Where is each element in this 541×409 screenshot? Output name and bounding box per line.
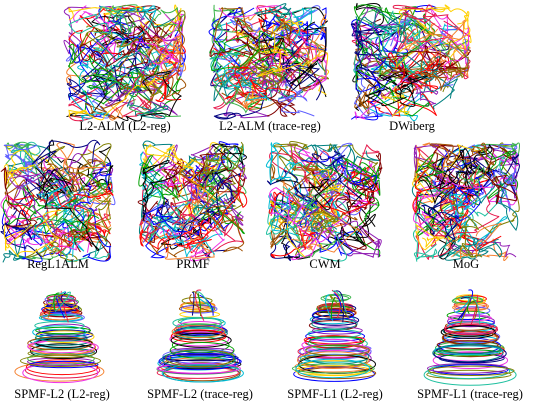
panel: DWiberg [351,3,471,133]
panel: SPMF-L1 (L2-reg) [287,290,382,401]
trajectory-plot [412,143,519,261]
trajectory-plot [292,290,375,381]
trajectory-plot [266,142,382,262]
trajectory-plot [138,141,247,261]
trajectory-plot [64,5,186,121]
panel-caption: PRMF [176,257,209,271]
panel: SPMF-L1 (trace-reg) [417,290,523,401]
panel: SPMF-L2 (L2-reg) [14,291,109,401]
panel: CWM [266,142,382,272]
trajectory-plot [209,4,329,119]
panel-caption: SPMF-L1 (L2-reg) [287,387,382,401]
panel: MoG [412,143,519,271]
panel-caption: L2-ALM (L2-reg) [79,119,170,133]
panel-caption: RegL1ALM [27,257,89,271]
trajectory-plot [424,290,516,385]
panel-caption: MoG [453,257,479,271]
panel: L2-ALM (trace-reg) [209,4,329,133]
panel: SPMF-L2 (trace-reg) [147,290,253,401]
figure: L2-ALM (L2-reg) L2-ALM (trace-reg) DWiberg… [0,0,541,409]
panel-caption: CWM [309,257,340,271]
panel: RegL1ALM [1,140,115,271]
curve [271,228,315,257]
panel-caption: SPMF-L2 (L2-reg) [14,387,109,401]
trajectory-plot [157,290,243,382]
panel: PRMF [138,141,247,271]
panel-caption: DWiberg [389,119,436,133]
trajectory-plot [15,291,104,382]
panel-caption: SPMF-L1 (trace-reg) [417,387,523,401]
panel-caption: L2-ALM (trace-reg) [219,119,321,133]
trajectory-plot [1,140,115,262]
trajectory-plot [351,3,471,120]
panel: L2-ALM (L2-reg) [64,5,186,133]
panel-caption: SPMF-L2 (trace-reg) [147,387,253,401]
